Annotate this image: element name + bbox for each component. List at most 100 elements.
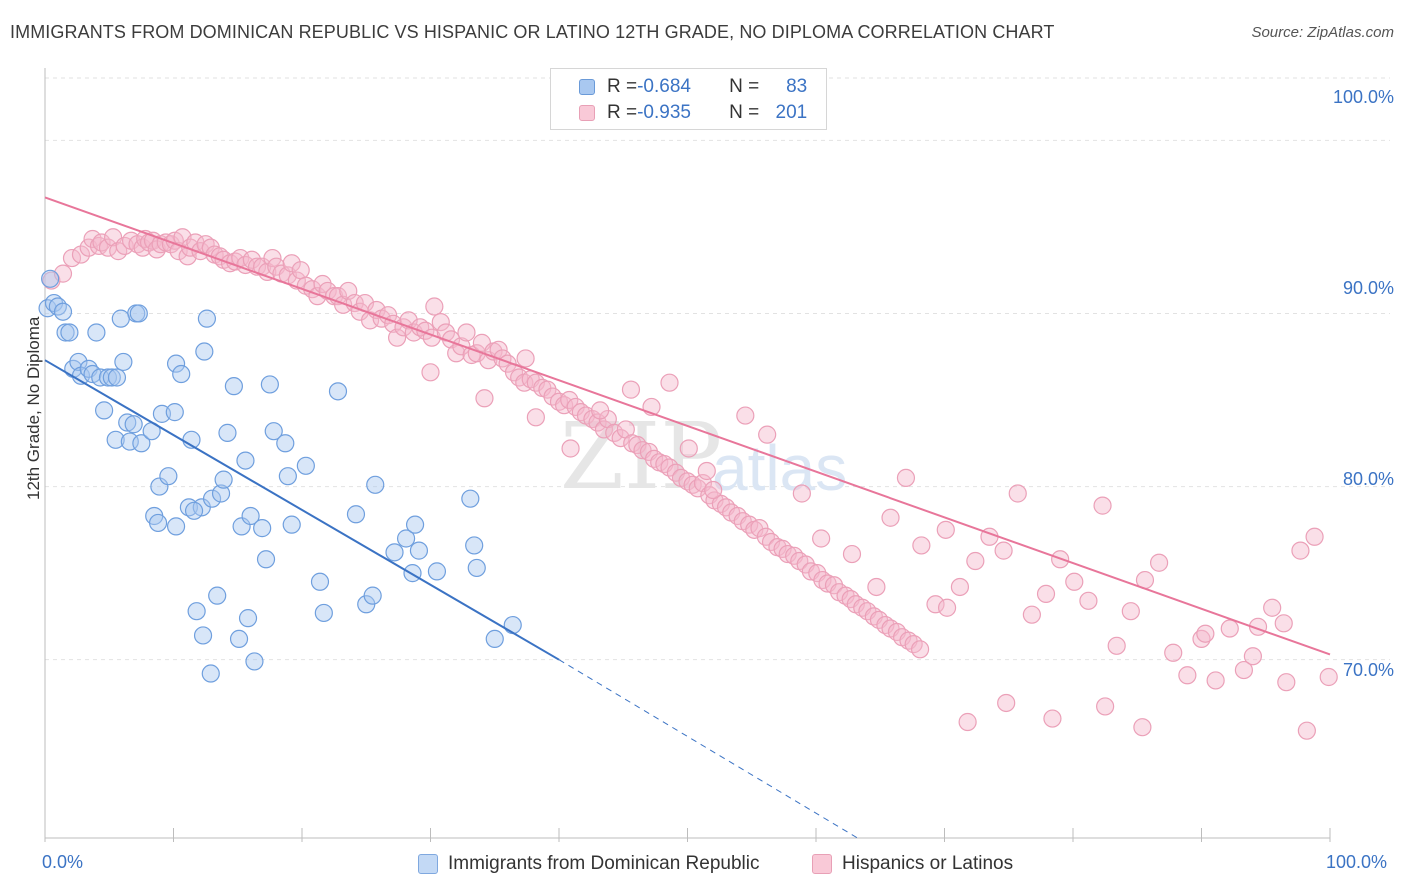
data-point [282, 515, 301, 534]
data-point [41, 269, 60, 288]
data-point [187, 602, 206, 621]
legend-item-hispanic: Hispanics or Latinos [812, 852, 1013, 876]
watermark-atlas: atlas [712, 432, 847, 504]
data-point [111, 309, 130, 328]
data-point [560, 390, 579, 410]
data-point [114, 352, 133, 372]
data-point [107, 368, 127, 387]
data-point [1297, 721, 1316, 740]
data-point [678, 472, 697, 491]
data-point [425, 297, 444, 316]
data-point [361, 311, 380, 330]
data-point [56, 323, 75, 342]
data-point [328, 382, 348, 401]
data-point [912, 536, 931, 555]
source-label: Source: ZipAtlas.com [1251, 24, 1394, 41]
data-point [276, 434, 295, 453]
chart-title: IMMIGRANTS FROM DOMINICAN REPUBLIC VS HI… [10, 22, 1055, 42]
data-point [644, 449, 664, 468]
trend-line-dominican-extension [558, 659, 858, 839]
data-point [197, 309, 217, 328]
data-point [385, 543, 404, 562]
data-point [1220, 619, 1239, 638]
data-point [387, 328, 407, 347]
data-point [346, 505, 366, 524]
data-point [778, 544, 797, 564]
data-point [431, 313, 450, 332]
trend-lines [44, 196, 1331, 839]
data-point [813, 570, 832, 590]
data-point [773, 539, 792, 558]
data-point [1079, 591, 1098, 610]
data-point [53, 302, 73, 321]
data-point [87, 323, 106, 342]
data-point [1277, 673, 1296, 692]
data-point [181, 238, 200, 257]
y-tick-label: 100.0% [1332, 87, 1394, 107]
data-point [166, 354, 186, 373]
legend-r-value: -0.935 [637, 102, 691, 123]
data-point [1263, 598, 1282, 617]
trend-line-dominican [44, 359, 560, 661]
data-point [1149, 553, 1169, 572]
data-point [997, 693, 1016, 713]
data-point [218, 423, 237, 442]
data-point [278, 467, 297, 486]
data-point [129, 304, 148, 323]
data-point [232, 517, 251, 536]
data-point [102, 368, 121, 387]
legend-n-label: N = [729, 76, 760, 97]
grid [45, 77, 1390, 661]
series-hispanics-points [42, 228, 1338, 740]
data-point [555, 396, 574, 415]
data-point [208, 586, 227, 605]
data-point [291, 261, 310, 280]
data-point [465, 536, 484, 555]
data-point [245, 652, 264, 671]
legend-r-value: -0.684 [637, 76, 691, 97]
data-point [1196, 624, 1215, 643]
data-point [165, 403, 184, 422]
data-point [467, 558, 486, 578]
data-point [503, 615, 522, 635]
data-point [71, 245, 91, 264]
data-point [95, 401, 114, 420]
data-point [758, 425, 777, 444]
data-point [150, 477, 169, 496]
data-point [69, 352, 88, 372]
data-point [1036, 584, 1056, 603]
data-point [756, 527, 775, 546]
data-point [611, 428, 630, 448]
data-point [202, 489, 222, 508]
data-point [621, 380, 641, 399]
data-point [937, 598, 957, 617]
x-tick-label: 0.0% [42, 852, 84, 872]
data-point [571, 403, 590, 422]
legend-r-label: R = [607, 76, 638, 97]
data-point [461, 489, 480, 508]
data-point [260, 375, 279, 394]
data-point [1164, 643, 1183, 662]
data-point [966, 551, 985, 571]
data-point [1178, 666, 1197, 685]
legend-swatch-hispanic [812, 854, 832, 874]
data-point [282, 254, 301, 273]
data-point [740, 515, 759, 534]
data-point [457, 323, 476, 342]
legend-row-hispanic: R = -0.935 N = 201 [579, 102, 807, 124]
data-point [842, 544, 862, 564]
data-point [229, 629, 249, 649]
data-point [179, 498, 199, 517]
data-point [378, 306, 398, 325]
y-axis-label: 12th Grade, No Diploma [24, 316, 43, 500]
data-point [256, 550, 276, 569]
data-point [1107, 636, 1126, 655]
data-point [366, 475, 385, 494]
data-point [405, 515, 425, 534]
data-point [166, 517, 186, 536]
data-point [1065, 572, 1084, 591]
data-point [688, 479, 707, 498]
data-point [172, 364, 191, 384]
data-point [224, 377, 243, 396]
